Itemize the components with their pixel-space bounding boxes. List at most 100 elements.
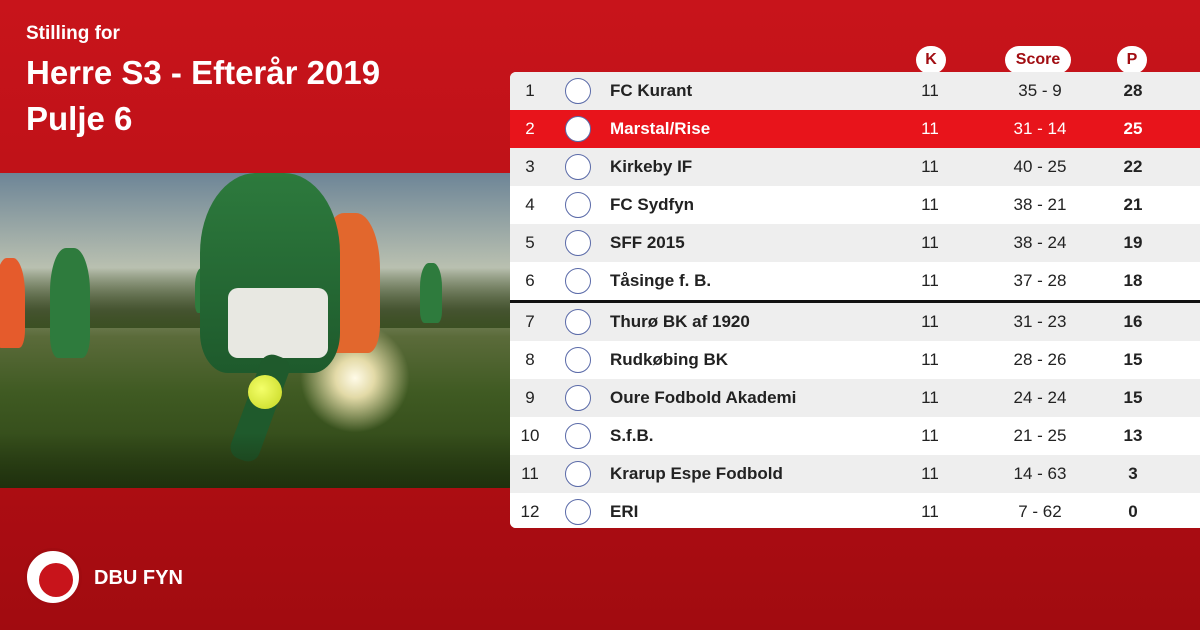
table-row: 6 Tåsinge f. B. 11 37 - 28 18: [510, 262, 1200, 303]
column-p: P: [1117, 46, 1147, 74]
table-row: 10 S.f.B. 11 21 - 25 13: [510, 417, 1200, 455]
team-logo-icon: [565, 461, 591, 487]
photo-shadow: [0, 433, 510, 488]
title-line-2: Pulje 6: [26, 100, 133, 137]
score-cell: 28 - 26: [1013, 350, 1067, 369]
dbu-logo-inner: [39, 563, 73, 597]
header: Stilling for Herre S3 - Efterår 2019 Pul…: [26, 22, 380, 142]
team-logo-icon: [565, 154, 591, 180]
score-cell: 14 - 63: [1013, 464, 1067, 483]
matches-cell: 11: [921, 388, 939, 407]
photo-player: [420, 263, 442, 323]
team-name-cell: Oure Fodbold Akademi: [610, 388, 797, 407]
score-cell: 31 - 14: [1013, 119, 1067, 138]
points-cell: 13: [1123, 426, 1143, 445]
table-row: 4 FC Sydfyn 11 38 - 21 21: [510, 186, 1200, 224]
points-cell: 18: [1123, 271, 1143, 290]
table-row: 9 Oure Fodbold Akademi 11 24 - 24 15: [510, 379, 1200, 417]
position-cell: 3: [525, 157, 535, 176]
position-cell: 4: [525, 195, 535, 214]
photo-player: [0, 258, 25, 348]
team-logo-icon: [565, 230, 591, 256]
score-cell: 7 - 62: [1018, 502, 1062, 521]
position-cell: 5: [525, 233, 535, 252]
table-header: K Score P: [0, 46, 1200, 74]
matches-cell: 11: [921, 426, 939, 445]
team-name-cell: Kirkeby IF: [610, 157, 693, 176]
column-k: K: [916, 46, 946, 74]
score-cell: 38 - 24: [1013, 233, 1067, 252]
table-row: 11 Krarup Espe Fodbold 11 14 - 63 3: [510, 455, 1200, 493]
position-cell: 2: [525, 119, 535, 138]
matches-cell: 11: [921, 195, 939, 214]
score-cell: 38 - 21: [1013, 195, 1067, 214]
team-name-cell: ERI: [610, 502, 639, 521]
team-name-cell: FC Sydfyn: [610, 195, 695, 214]
team-logo-icon: [565, 385, 591, 411]
team-logo-icon: [565, 499, 591, 525]
points-cell: 15: [1123, 350, 1143, 369]
score-cell: 31 - 23: [1013, 312, 1067, 331]
team-name-cell: Thurø BK af 1920: [610, 312, 750, 331]
team-logo-icon: [565, 78, 591, 104]
team-logo-icon: [565, 347, 591, 373]
points-cell: 19: [1123, 233, 1143, 252]
team-name-cell: Rudkøbing BK: [610, 350, 729, 369]
points-cell: 16: [1123, 312, 1143, 331]
subtitle: Stilling for: [26, 23, 120, 44]
matches-cell: 11: [921, 233, 939, 252]
position-cell: 9: [525, 388, 535, 407]
score-cell: 21 - 25: [1013, 426, 1067, 445]
team-name-cell: Tåsinge f. B.: [610, 271, 712, 290]
football-ball: [248, 375, 282, 409]
photo-player: [50, 248, 90, 358]
matches-cell: 11: [921, 502, 939, 521]
team-name-cell: FC Kurant: [610, 81, 693, 100]
team-logo-icon: [565, 192, 591, 218]
page-title: Herre S3 - Efterår 2019 Pulje 6: [26, 50, 380, 142]
team-name-cell: S.f.B.: [610, 426, 654, 445]
column-score: Score: [1005, 46, 1071, 74]
score-cell: 37 - 28: [1013, 271, 1067, 290]
score-cell: 35 - 9: [1018, 81, 1062, 100]
standings-table: 1 FC Kurant 11 35 - 9 28 2 Marstal/Rise 11 31 - …: [510, 72, 1200, 528]
position-cell: 10: [520, 426, 540, 445]
position-cell: 7: [525, 312, 535, 331]
matches-cell: 11: [921, 271, 939, 290]
matches-cell: 11: [921, 312, 939, 331]
table-row: 5 SFF 2015 11 38 - 24 19: [510, 224, 1200, 262]
matches-cell: 11: [921, 350, 939, 369]
points-cell: 21: [1123, 195, 1143, 214]
points-cell: 28: [1123, 81, 1143, 100]
team-logo-icon: [565, 268, 591, 294]
points-cell: 15: [1123, 388, 1143, 407]
points-cell: 22: [1123, 157, 1143, 176]
position-cell: 6: [525, 271, 535, 290]
team-name-cell: Marstal/Rise: [610, 119, 711, 138]
title-line-1: Herre S3 - Efterår 2019: [26, 54, 381, 91]
photo-player-shorts: [228, 288, 328, 358]
table-row: 1 FC Kurant 11 35 - 9 28: [510, 72, 1200, 110]
position-cell: 1: [525, 81, 535, 100]
team-logo-icon: [565, 116, 591, 142]
team-name-cell: SFF 2015: [610, 233, 685, 252]
team-logo-icon: [565, 309, 591, 335]
team-logo-icon: [565, 423, 591, 449]
table-row: 2 Marstal/Rise 11 31 - 14 25: [510, 110, 1200, 148]
table-row: 7 Thurø BK af 1920 11 31 - 23 16: [510, 303, 1200, 341]
position-cell: 8: [525, 350, 535, 369]
dbu-logo: [24, 548, 82, 606]
matches-cell: 11: [921, 157, 939, 176]
footer-label: DBU FYN: [94, 567, 183, 589]
team-name-cell: Krarup Espe Fodbold: [610, 464, 783, 483]
table-row: 12 ERI 11 7 - 62 0: [510, 493, 1200, 528]
points-cell: 25: [1123, 119, 1143, 138]
table-row: 8 Rudkøbing BK 11 28 - 26 15: [510, 341, 1200, 379]
score-cell: 40 - 25: [1013, 157, 1067, 176]
football-photo: [0, 173, 510, 488]
table-row: 3 Kirkeby IF 11 40 - 25 22: [510, 148, 1200, 186]
position-cell: 12: [520, 502, 540, 521]
matches-cell: 11: [921, 81, 939, 100]
points-cell: 0: [1128, 502, 1138, 521]
position-cell: 11: [521, 464, 539, 483]
